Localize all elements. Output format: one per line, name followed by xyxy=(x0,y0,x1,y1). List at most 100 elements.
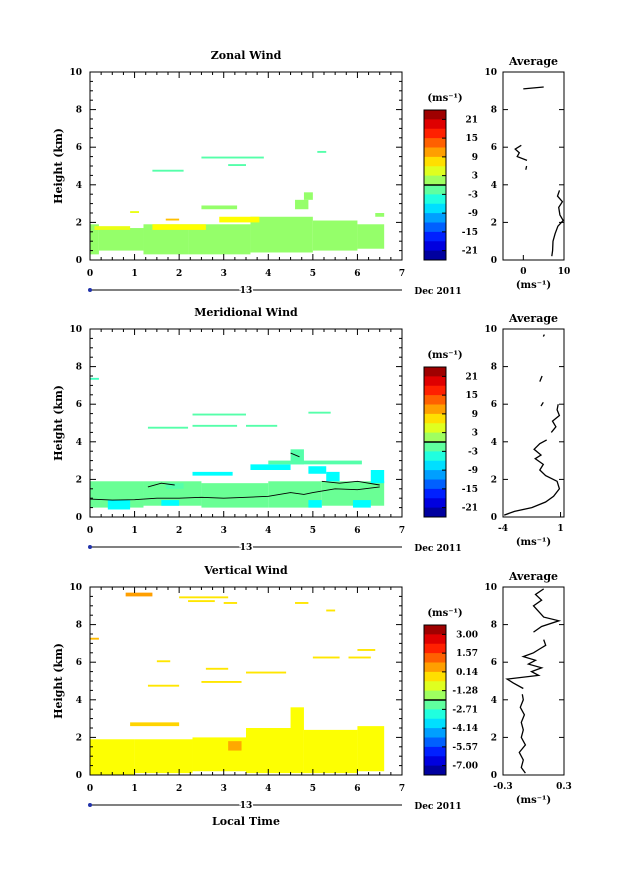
y-tick-label: 6 xyxy=(76,400,82,410)
colorbar-tick-label: 3 xyxy=(472,429,478,439)
colorbar-segment xyxy=(424,479,446,490)
heatmap-cell xyxy=(107,500,131,510)
x-tick-label: 1 xyxy=(131,526,137,536)
heatmap-cell xyxy=(98,228,144,251)
colorbar-tick-label: 21 xyxy=(465,372,478,382)
colorbar-segment xyxy=(424,442,446,452)
y-tick-label: 10 xyxy=(69,583,82,593)
average-y-tick-label: 0 xyxy=(491,513,497,523)
heatmap-cell xyxy=(188,600,215,603)
panel-title: Vertical Wind xyxy=(203,564,288,577)
average-profile-line xyxy=(505,639,547,690)
colorbar-segment xyxy=(424,746,446,757)
colorbar-tick-label: 21 xyxy=(465,115,478,125)
y-tick-label: 10 xyxy=(69,325,82,335)
colorbar-tick-label: -7.00 xyxy=(452,762,478,772)
x-axis-label: Local Time xyxy=(212,815,280,828)
heatmap-cell xyxy=(326,471,340,482)
colorbar-segment xyxy=(424,728,446,738)
heatmap-cell xyxy=(192,424,238,427)
colorbar-segment xyxy=(424,194,446,205)
heatmap-cell xyxy=(192,413,246,416)
average-unit: (ms⁻¹) xyxy=(516,280,551,291)
colorbar-segment xyxy=(424,718,446,729)
heatmap-cell xyxy=(161,500,180,506)
y-tick-label: 0 xyxy=(76,256,82,266)
colorbar-segment xyxy=(424,110,446,120)
heatmap-cell xyxy=(90,377,99,380)
x-tick-label: 4 xyxy=(265,784,271,794)
average-frame xyxy=(502,586,565,776)
x-tick-label: 2 xyxy=(176,269,182,279)
colorbar-tick-label: -15 xyxy=(462,228,478,238)
average-y-tick-label: 6 xyxy=(491,400,497,410)
x-tick-label: 5 xyxy=(310,526,316,536)
colorbar-tick-label: 3.00 xyxy=(456,630,478,640)
heatmap-cell xyxy=(352,500,371,508)
x-tick-label: 4 xyxy=(265,269,271,279)
colorbar-segment xyxy=(424,756,446,767)
average-profile-line xyxy=(525,165,528,170)
heatmap-cell xyxy=(90,224,99,255)
heatmap-cell xyxy=(90,637,99,640)
heatmap-cell xyxy=(152,169,184,172)
colorbar-tick-label: -15 xyxy=(462,485,478,495)
average-profile-line xyxy=(518,694,527,774)
average-x-tick-label: 1 xyxy=(557,524,563,534)
average-profile-line xyxy=(503,439,561,516)
y-axis-label: Height (km) xyxy=(52,128,65,204)
x-tick-label: 1 xyxy=(131,784,137,794)
heatmap-cell xyxy=(130,722,180,727)
heatmap-cell xyxy=(147,684,180,687)
colorbar-segment xyxy=(424,488,446,499)
average-frame xyxy=(502,328,565,518)
date-day-label: 13 xyxy=(240,286,253,296)
x-tick-label: 7 xyxy=(399,526,405,536)
colorbar-segment xyxy=(424,634,446,645)
heatmap-cell xyxy=(94,226,131,230)
colorbar-segment xyxy=(424,700,446,710)
y-tick-label: 8 xyxy=(76,363,82,373)
panel-title: Meridional Wind xyxy=(194,306,298,319)
colorbar-segment xyxy=(424,385,446,396)
colorbar-segment xyxy=(424,185,446,195)
heatmap-cell xyxy=(152,224,206,230)
colorbar-segment xyxy=(424,681,446,692)
colorbar-segment xyxy=(424,147,446,158)
heatmap-cell xyxy=(308,411,331,414)
colorbar-segment xyxy=(424,367,446,377)
panel-0: Zonal Wind 0 1 2 3 4 5 6 7 0 2 4 6 8 10 Height (km) 13 De… xyxy=(52,49,570,298)
colorbar-segment xyxy=(424,671,446,682)
heatmap-cell xyxy=(201,205,238,210)
average-y-tick-label: 4 xyxy=(491,696,497,706)
average-unit: (ms⁻¹) xyxy=(516,537,551,548)
y-tick-label: 2 xyxy=(76,733,82,743)
heatmap-cells xyxy=(90,150,385,255)
heatmap-cell xyxy=(303,192,313,200)
panel-title: Zonal Wind xyxy=(211,49,282,62)
heatmap-cell xyxy=(125,592,153,597)
colorbar-tick-label: 15 xyxy=(465,134,478,144)
x-tick-label: 1 xyxy=(131,269,137,279)
colorbar-segment xyxy=(424,413,446,424)
colorbar-segment xyxy=(424,213,446,223)
heatmap-cell xyxy=(201,681,242,683)
x-tick-label: 6 xyxy=(354,269,360,279)
colorbar-tick-label: 9 xyxy=(472,153,478,163)
heatmap-cell xyxy=(246,671,287,674)
heatmap-cell xyxy=(219,216,260,223)
colorbar-segment xyxy=(424,404,446,415)
average-title: Average xyxy=(508,55,558,68)
average-frame xyxy=(502,71,565,261)
colorbar-tick-label: -2.71 xyxy=(452,705,478,715)
x-tick-label: 7 xyxy=(399,784,405,794)
heatmap-cell xyxy=(165,218,180,221)
heatmap-cell xyxy=(348,656,371,659)
average-y-tick-label: 10 xyxy=(484,325,497,335)
average-profile-line xyxy=(532,588,562,633)
x-tick-label: 0 xyxy=(87,526,93,536)
average-profile-line xyxy=(514,144,528,162)
colorbar-tick-label: -5.57 xyxy=(452,743,478,753)
panel-2: Vertical Wind 0 1 2 3 4 5 6 7 0 2 4 6 8 10 Height (km) 1… xyxy=(52,564,572,828)
heatmap-cell xyxy=(308,466,327,474)
